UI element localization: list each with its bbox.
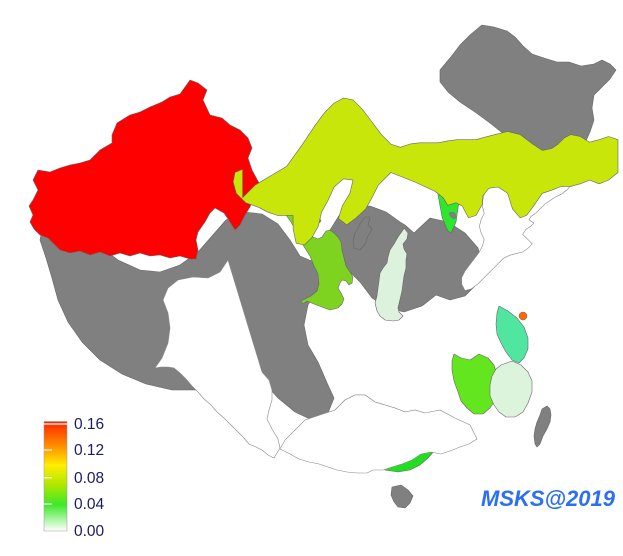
svg-text:0.00: 0.00 [74,523,105,540]
svg-text:0.08: 0.08 [74,470,104,487]
svg-text:0.04: 0.04 [74,496,105,513]
svg-text:0.12: 0.12 [74,442,104,459]
svg-text:MSKS@2019: MSKS@2019 [481,486,616,511]
svg-text:0.16: 0.16 [74,416,104,433]
